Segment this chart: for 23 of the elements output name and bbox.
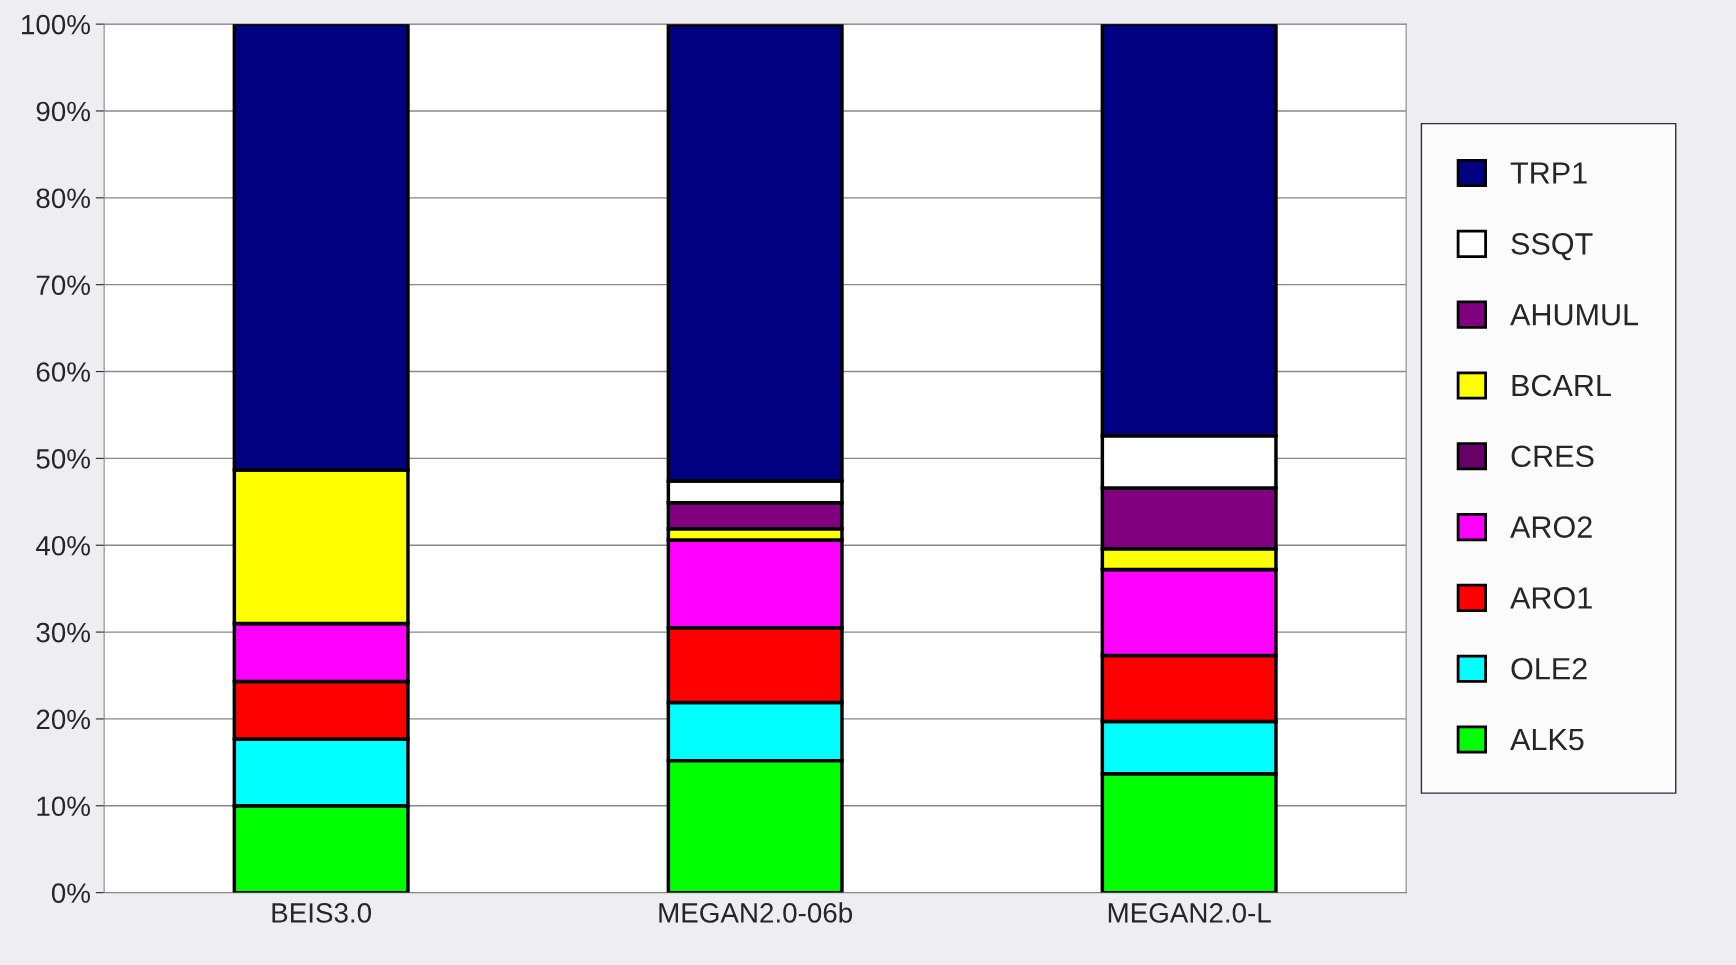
y-tick-label: 70% [36,275,90,296]
x-tick-label: BEIS3.0 [272,903,372,923]
x-tick-label: MEGAN2.0-06b [659,902,853,923]
y-tick-label: 100% [22,14,90,35]
legend-label: OLE2 [1511,657,1587,680]
y-tick-label: 90% [36,101,90,122]
legend-label: TRP1 [1510,162,1587,184]
legend-label: SSQT [1511,233,1593,261]
y-tick-label: 0% [51,883,90,903]
legend-label: ALK5 [1510,729,1584,751]
y-tick-label: 10% [37,796,90,817]
y-tick-label: 40% [36,535,90,556]
x-tick-label: MEGAN2.0-L [1108,903,1271,923]
legend-label: ARO1 [1510,587,1592,609]
y-tick-label: 60% [36,362,90,382]
legend-label: BCARL [1512,374,1611,397]
y-tick-label: 80% [36,188,90,209]
legend-label: ARO2 [1510,516,1592,538]
legend-label: AHUMUL [1510,304,1639,326]
legend-label: CRES [1511,445,1594,468]
y-tick-label: 50% [36,449,90,469]
y-tick-label: 20% [36,709,90,730]
y-tick-label: 30% [36,622,90,643]
